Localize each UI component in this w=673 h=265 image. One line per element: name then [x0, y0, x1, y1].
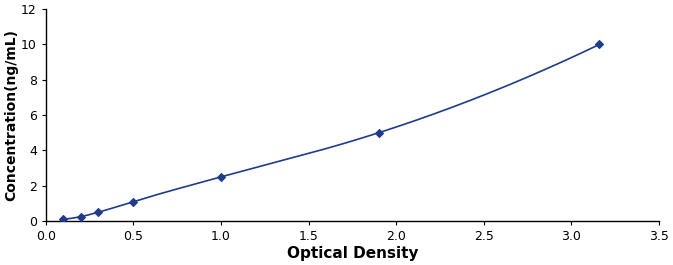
- X-axis label: Optical Density: Optical Density: [287, 246, 418, 261]
- Y-axis label: Concentration(ng/mL): Concentration(ng/mL): [4, 29, 18, 201]
